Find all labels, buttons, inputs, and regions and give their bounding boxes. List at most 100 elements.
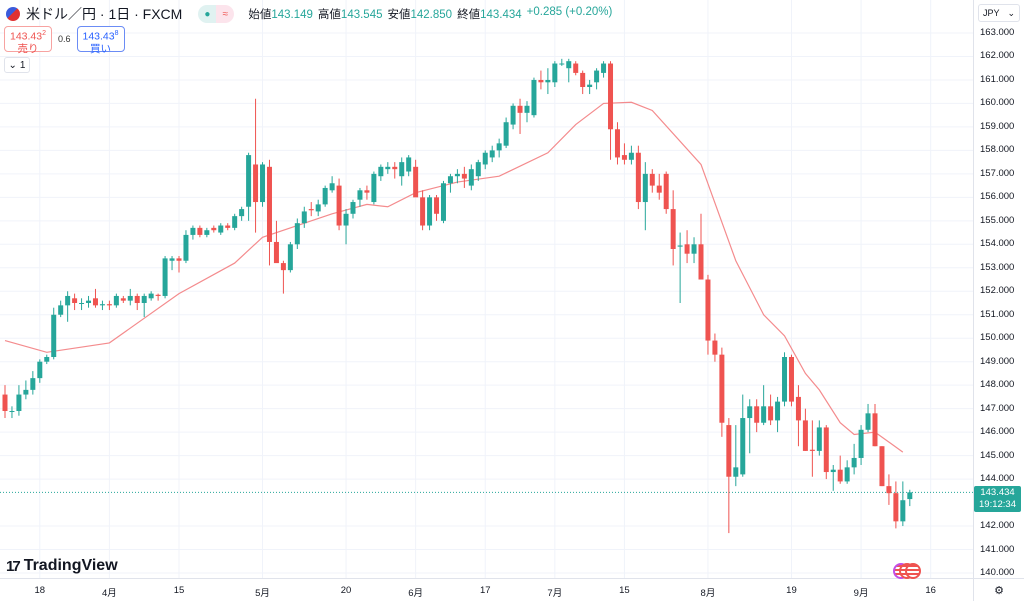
price-tick-label: 144.000 bbox=[980, 473, 1015, 485]
indicator-count: 1 bbox=[19, 59, 26, 71]
candle-down bbox=[879, 446, 885, 487]
candle-up bbox=[447, 176, 453, 184]
price-tick-label: 161.000 bbox=[980, 73, 1015, 85]
candle-down bbox=[872, 413, 878, 447]
price-tick-label: 152.000 bbox=[980, 285, 1015, 297]
close-value: 143.434 bbox=[480, 9, 522, 21]
candle-up bbox=[44, 357, 50, 362]
candle-up bbox=[900, 500, 906, 522]
change-value: +0.285 (+0.20%) bbox=[526, 6, 613, 18]
price-tick-label: 153.000 bbox=[980, 261, 1015, 273]
close-label: 終値 bbox=[457, 9, 481, 21]
buy-label: 買い bbox=[90, 42, 112, 55]
candle-up bbox=[844, 467, 850, 482]
candle-up bbox=[162, 258, 168, 296]
candle-up bbox=[496, 143, 502, 151]
candle-up bbox=[190, 227, 196, 235]
price-tick-label: 155.000 bbox=[980, 214, 1015, 226]
candle-down bbox=[197, 227, 203, 235]
tradingview-logo[interactable]: 17 TradingView bbox=[6, 557, 118, 575]
candle-down bbox=[134, 295, 140, 303]
candle-down bbox=[461, 173, 467, 179]
candle-up bbox=[691, 244, 697, 254]
candle-up bbox=[733, 467, 739, 477]
high-value: 143.545 bbox=[340, 9, 383, 21]
candle-down bbox=[705, 279, 711, 341]
time-axis[interactable]: 18 4月 15 5月 20 6月 17 7月 15 8月 19 9月 16 bbox=[0, 578, 973, 601]
candle-down bbox=[649, 173, 655, 186]
chevron-down-icon: ⌄ bbox=[1007, 7, 1015, 18]
currency-select[interactable]: JPY ⌄ bbox=[978, 4, 1020, 22]
price-tick-label: 154.000 bbox=[980, 238, 1015, 250]
candle-down bbox=[886, 486, 892, 494]
candle-up bbox=[99, 304, 105, 306]
candle-up bbox=[677, 245, 683, 247]
time-tick-label: 15 bbox=[173, 585, 185, 596]
candle-up bbox=[65, 295, 71, 306]
candle-down bbox=[580, 72, 586, 87]
candle-up bbox=[343, 213, 349, 226]
candle-down bbox=[392, 166, 398, 170]
candle-up bbox=[858, 429, 864, 458]
candle-up bbox=[740, 418, 746, 475]
candle-up bbox=[531, 79, 537, 116]
buy-button[interactable]: 143.438 買い bbox=[76, 26, 125, 55]
candle-down bbox=[802, 420, 808, 451]
symbol-title[interactable]: 米ドル／円 · 1日 · FXCM bbox=[26, 6, 183, 22]
candle-up bbox=[371, 173, 377, 203]
price-chart[interactable] bbox=[0, 0, 973, 578]
candle-down bbox=[106, 304, 112, 306]
candle-down bbox=[413, 166, 419, 198]
time-tick-label: 19 bbox=[786, 585, 797, 596]
low-label: 安値 bbox=[387, 9, 411, 21]
candle-down bbox=[656, 185, 662, 193]
candle-down bbox=[420, 197, 426, 226]
indicators-toggle-button[interactable]: ⌄ 1 bbox=[4, 57, 30, 73]
economic-events[interactable] bbox=[893, 563, 921, 579]
price-tick-label: 163.000 bbox=[980, 27, 1015, 38]
candle-down bbox=[308, 209, 314, 211]
candle-up bbox=[148, 293, 154, 299]
candle-up bbox=[113, 295, 119, 306]
candle-up bbox=[127, 295, 133, 301]
candle-up bbox=[58, 305, 64, 315]
candle-up bbox=[232, 216, 238, 228]
sell-button[interactable]: 143.432 売り bbox=[4, 26, 52, 55]
candle-up bbox=[357, 190, 363, 200]
market-status[interactable]: ● ≈ bbox=[198, 5, 235, 23]
candle-down bbox=[795, 396, 801, 421]
candle-down bbox=[684, 244, 690, 254]
candle-up bbox=[482, 152, 488, 165]
candle-up bbox=[747, 406, 753, 419]
candle-down bbox=[211, 227, 217, 231]
candle-down bbox=[719, 354, 725, 423]
candle-up bbox=[865, 413, 871, 430]
candle-up bbox=[399, 162, 405, 177]
price-tick-label: 159.000 bbox=[980, 120, 1015, 132]
candle-down bbox=[837, 469, 843, 482]
candle-down bbox=[809, 449, 815, 451]
candle-down bbox=[663, 173, 669, 210]
time-tick-label: 9月 bbox=[853, 588, 869, 599]
candle-up bbox=[510, 105, 516, 125]
candle-up bbox=[378, 166, 384, 177]
candle-up bbox=[9, 411, 15, 412]
last-price-label: 143.434 19:12:34 bbox=[974, 486, 1021, 512]
price-tick-label: 157.000 bbox=[980, 167, 1015, 179]
price-axis[interactable] bbox=[973, 0, 1024, 578]
candle-up bbox=[545, 79, 551, 83]
settings-icon[interactable]: ⚙ bbox=[973, 578, 1024, 601]
logo-text: TradingView bbox=[23, 557, 118, 574]
time-tick-label: 4月 bbox=[101, 588, 117, 599]
candle-down bbox=[120, 298, 126, 301]
candle-up bbox=[587, 84, 593, 87]
candle-down bbox=[176, 258, 182, 261]
candle-up bbox=[468, 169, 474, 186]
time-tick-label: 18 bbox=[34, 585, 46, 596]
price-tick-label: 146.000 bbox=[980, 426, 1015, 438]
usdjpy-flag-icon bbox=[6, 7, 20, 21]
price-tick-label: 147.000 bbox=[980, 402, 1015, 414]
time-tick-label: 16 bbox=[925, 585, 936, 596]
price-tick-label: 142.000 bbox=[980, 520, 1015, 532]
candle-up bbox=[489, 150, 495, 158]
